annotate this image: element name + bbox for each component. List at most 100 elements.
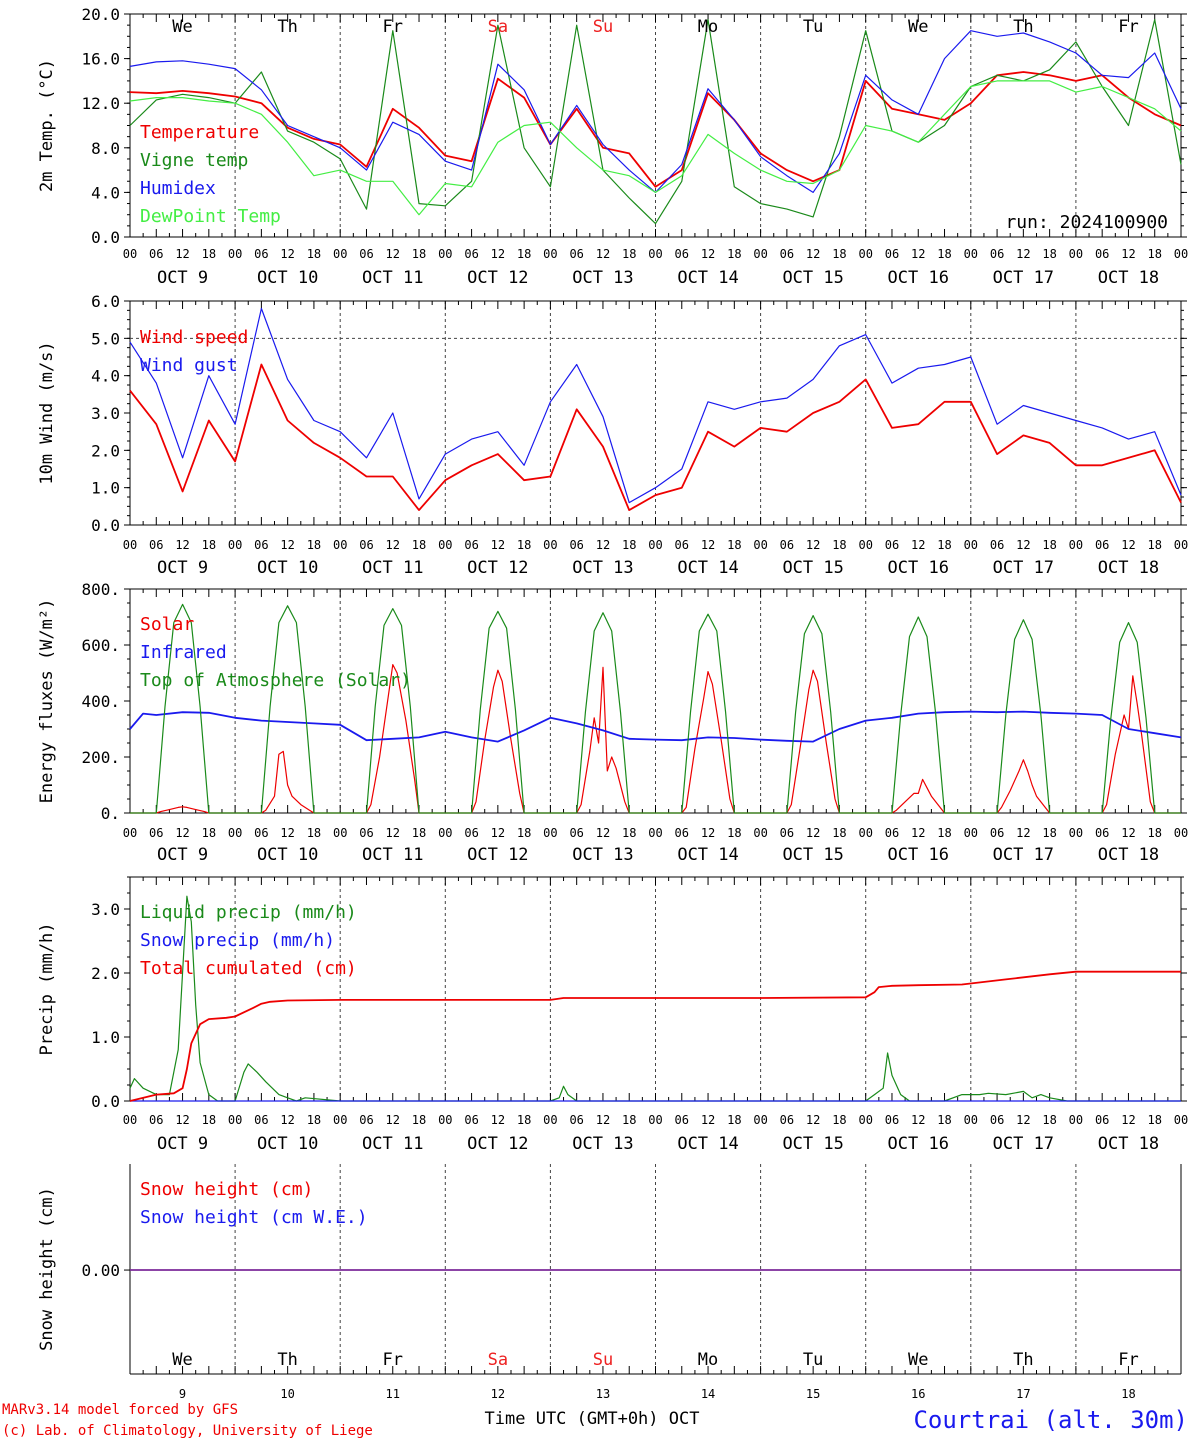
temp-hour-label: 18 xyxy=(517,247,531,261)
precip-hour-label: 18 xyxy=(832,1113,846,1127)
dow-label-top: Fr xyxy=(383,17,403,37)
precip-y-axis-label: Precip (mm/h) xyxy=(37,922,57,1055)
wind-hour-label: 00 xyxy=(1069,538,1083,552)
wind-hour-label: 00 xyxy=(333,538,347,552)
wind-hour-label: 12 xyxy=(701,538,715,552)
energy-hour-label: 18 xyxy=(307,826,321,840)
precip-hour-label: 12 xyxy=(701,1113,715,1127)
temp-date-label: OCT 9 xyxy=(157,268,208,288)
energy-y-axis-label: Energy fluxes (W/m²) xyxy=(37,599,57,804)
footer-station: Courtrai (alt. 30m) xyxy=(913,1406,1188,1434)
energy-y-tick-label: 600. xyxy=(81,636,120,655)
wind-hour-label: 18 xyxy=(412,538,426,552)
temp-legend-item: Humidex xyxy=(140,178,216,199)
wind-hour-label: 00 xyxy=(753,538,767,552)
dow-label-bottom: Fr xyxy=(1118,1350,1138,1370)
precip-series-total-cumulated-cm- xyxy=(129,970,1181,1102)
temp-hour-label: 18 xyxy=(307,247,321,261)
wind-y-tick-label: 3.0 xyxy=(91,404,120,423)
temp-hour-label: 12 xyxy=(491,247,505,261)
precip-hour-label: 06 xyxy=(149,1113,163,1127)
energy-date-label: OCT 12 xyxy=(467,845,528,865)
precip-hour-label: 12 xyxy=(280,1113,294,1127)
energy-hour-label: 12 xyxy=(280,826,294,840)
xaxis-label: Time UTC (GMT+0h) OCT xyxy=(485,1409,700,1429)
day-number-label: 13 xyxy=(596,1387,610,1401)
energy-hour-label: 06 xyxy=(780,826,794,840)
wind-hour-label: 18 xyxy=(622,538,636,552)
day-number-label: 9 xyxy=(179,1387,186,1401)
energy-hour-label: 12 xyxy=(1016,826,1030,840)
day-number-label: 17 xyxy=(1016,1387,1030,1401)
day-number-label: 14 xyxy=(701,1387,715,1401)
wind-hour-label: 12 xyxy=(806,538,820,552)
precip-hour-label: 18 xyxy=(202,1113,216,1127)
precip-hour-label: 06 xyxy=(675,1113,689,1127)
footer-model: MARv3.14 model forced by GFS xyxy=(2,1402,238,1418)
wind-hour-label: 18 xyxy=(832,538,846,552)
temp-date-label: OCT 14 xyxy=(677,268,738,288)
energy-hour-label: 12 xyxy=(491,826,505,840)
energy-hour-label: 18 xyxy=(622,826,636,840)
wind-hour-label: 06 xyxy=(254,538,268,552)
snow-y-axis-label: Snow height (cm) xyxy=(37,1187,57,1351)
wind-y-tick-label: 4.0 xyxy=(91,367,120,386)
energy-hour-label: 18 xyxy=(727,826,741,840)
temp-hour-label: 12 xyxy=(911,247,925,261)
snow-y-tick-label: 0.00 xyxy=(81,1261,120,1280)
day-number-label: 11 xyxy=(386,1387,400,1401)
energy-hour-label: 18 xyxy=(1042,826,1056,840)
energy-hour-label: 00 xyxy=(123,826,137,840)
wind-panel: 0.0 1.0 2.0 3.0 4.0 5.0 6.0 10m Wind (m/s) 00 06 1… xyxy=(37,292,1188,578)
temp-hour-label: 00 xyxy=(1174,247,1188,261)
temp-hour-label: 00 xyxy=(228,247,242,261)
energy-hour-label: 00 xyxy=(1069,826,1083,840)
energy-hour-label: 18 xyxy=(937,826,951,840)
precip-date-label: OCT 9 xyxy=(157,1134,208,1154)
wind-hour-label: 00 xyxy=(228,538,242,552)
precip-y-tick-label: 0.0 xyxy=(91,1092,120,1111)
temp-hour-label: 06 xyxy=(1095,247,1109,261)
precip-hour-label: 18 xyxy=(1147,1113,1161,1127)
temp-hour-label: 00 xyxy=(1069,247,1083,261)
wind-hour-label: 12 xyxy=(1121,538,1135,552)
wind-hour-label: 18 xyxy=(937,538,951,552)
wind-date-label: OCT 13 xyxy=(572,558,633,578)
temp-hour-label: 12 xyxy=(175,247,189,261)
energy-date-label: OCT 11 xyxy=(362,845,423,865)
wind-hour-label: 12 xyxy=(386,538,400,552)
precip-hour-label: 06 xyxy=(990,1113,1004,1127)
energy-series-infrared xyxy=(129,710,1182,743)
wind-date-label: OCT 17 xyxy=(993,558,1054,578)
snow-legend-item: Snow height (cm W.E.) xyxy=(140,1207,368,1228)
wind-hour-label: 18 xyxy=(517,538,531,552)
wind-hour-label: 06 xyxy=(780,538,794,552)
wind-y-tick-label: 0.0 xyxy=(91,516,120,535)
wind-hour-label: 18 xyxy=(1042,538,1056,552)
wind-date-label: OCT 9 xyxy=(157,558,208,578)
energy-hour-label: 00 xyxy=(964,826,978,840)
temp-y-axis-label: 2m Temp. (°C) xyxy=(37,59,57,192)
precip-hour-label: 12 xyxy=(806,1113,820,1127)
energy-legend-item: Infrared xyxy=(140,642,227,663)
wind-hour-label: 12 xyxy=(175,538,189,552)
temp-date-label: OCT 11 xyxy=(362,268,423,288)
wind-hour-label: 12 xyxy=(596,538,610,552)
energy-date-label: OCT 9 xyxy=(157,845,208,865)
run-label: run: 2024100900 xyxy=(1005,212,1168,233)
temp-hour-label: 18 xyxy=(622,247,636,261)
energy-hour-label: 06 xyxy=(359,826,373,840)
wind-hour-label: 06 xyxy=(149,538,163,552)
precip-date-label: OCT 16 xyxy=(888,1134,949,1154)
energy-hour-label: 12 xyxy=(596,826,610,840)
energy-y-tick-label: 400. xyxy=(81,692,120,711)
temp-date-label: OCT 13 xyxy=(572,268,633,288)
wind-hour-label: 06 xyxy=(464,538,478,552)
precip-hour-label: 06 xyxy=(464,1113,478,1127)
temp-y-tick-label: 16.0 xyxy=(81,50,120,69)
energy-legend-item: Solar xyxy=(140,614,194,635)
temp-hour-label: 00 xyxy=(438,247,452,261)
precip-date-label: OCT 11 xyxy=(362,1134,423,1154)
temp-legend-item: Vigne temp xyxy=(140,150,248,171)
precip-date-label: OCT 15 xyxy=(782,1134,843,1154)
